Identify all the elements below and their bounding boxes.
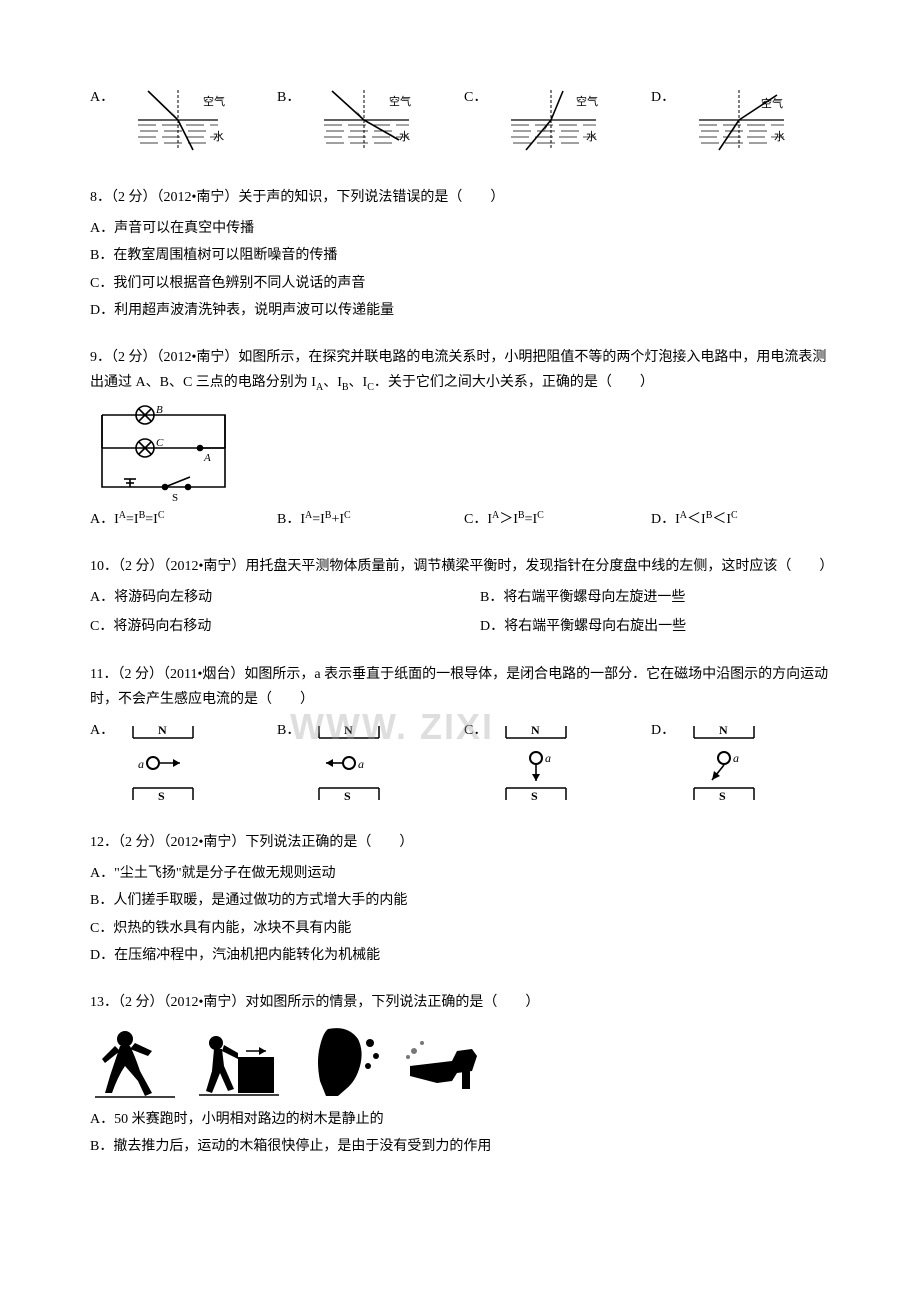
conductor-label-a: a bbox=[545, 751, 551, 765]
magnet-diagram-b: N S a bbox=[304, 718, 394, 808]
question-12: 12．（2 分）（2012•南宁）下列说法正确的是（ ） A．"尘土飞扬"就是分… bbox=[90, 830, 830, 968]
label-air: 空气 bbox=[203, 94, 225, 108]
q11-options-row: A． N S a B． N S bbox=[90, 718, 830, 808]
circuit-label-a: A bbox=[203, 452, 211, 464]
option-letter: D． bbox=[651, 718, 675, 743]
label-water: 水 bbox=[774, 130, 785, 143]
q10-option-d: D．将右端平衡螺母向右旋出一些 bbox=[480, 614, 830, 639]
refraction-diagram-b: 空气 水 bbox=[304, 85, 424, 163]
q10-stem: 10．（2 分）（2012•南宁）用托盘天平测物体质量前，调节横梁平衡时，发现指… bbox=[90, 554, 830, 579]
conductor-label-a: a bbox=[358, 757, 364, 771]
question-8: 8．（2 分）（2012•南宁）关于声的知识，下列说法错误的是（ ） A．声音可… bbox=[90, 185, 830, 323]
circuit-label-b: B bbox=[156, 404, 163, 416]
label-air: 空气 bbox=[761, 96, 783, 110]
question-9: 9．（2 分）（2012•南宁）如图所示，在探究并联电路的电流关系时，小明把阻值… bbox=[90, 345, 830, 532]
magnet-label-s: S bbox=[344, 789, 351, 803]
q13-image-gun bbox=[402, 1021, 492, 1101]
option-letter: B． bbox=[277, 85, 300, 110]
q7-options-row: A． 空气 水 B． bbox=[90, 85, 830, 163]
circuit-label-s: S bbox=[172, 492, 178, 503]
q13-image-row bbox=[90, 1021, 830, 1101]
q9-option-b: B．IA=IB+IC bbox=[277, 507, 456, 532]
q7-option-d: D． 空气 水 bbox=[651, 85, 830, 163]
label-air: 空气 bbox=[576, 94, 598, 108]
q9-option-d: D．IA＜IB＜IC bbox=[651, 507, 830, 532]
q12-option-a: A．"尘土飞扬"就是分子在做无规则运动 bbox=[90, 861, 830, 886]
magnet-diagram-c: N S a bbox=[491, 718, 581, 808]
q8-option-b: B．在教室周围植树可以阻断噪音的传播 bbox=[90, 243, 830, 268]
label-water: 水 bbox=[399, 130, 410, 143]
conductor-label-a: a bbox=[733, 751, 739, 765]
q9-options-row: A．IA=IB=IC B．IA=IB+IC C．IA＞IB=IC D．IA＜IB… bbox=[90, 507, 830, 532]
label-water: 水 bbox=[586, 130, 597, 143]
q11-option-d: D． N S a bbox=[651, 718, 830, 808]
option-letter: A． bbox=[90, 85, 114, 110]
label-water: 水 bbox=[213, 130, 224, 143]
q13-image-push-box bbox=[194, 1021, 284, 1101]
q7-option-b: B． 空气 水 bbox=[277, 85, 456, 163]
magnet-label-n: N bbox=[158, 723, 167, 737]
q13-option-b: B．撤去推力后，运动的木箱很快停止，是由于没有受到力的作用 bbox=[90, 1134, 830, 1159]
magnet-label-n: N bbox=[531, 723, 540, 737]
q13-image-runner bbox=[90, 1021, 180, 1101]
q8-option-d: D．利用超声波清洗钟表，说明声波可以传递能量 bbox=[90, 298, 830, 323]
q8-option-c: C．我们可以根据音色辨别不同人说话的声音 bbox=[90, 271, 830, 296]
label-air: 空气 bbox=[389, 94, 411, 108]
q8-stem: 8．（2 分）（2012•南宁）关于声的知识，下列说法错误的是（ ） bbox=[90, 185, 830, 210]
conductor-label-a: a bbox=[138, 757, 144, 771]
q12-option-d: D．在压缩冲程中，汽油机把内能转化为机械能 bbox=[90, 943, 830, 968]
q12-option-b: B．人们搓手取暖，是通过做功的方式增大手的内能 bbox=[90, 888, 830, 913]
q9-option-c: C．IA＞IB=IC bbox=[464, 507, 643, 532]
refraction-diagram-a: 空气 水 bbox=[118, 85, 238, 163]
refraction-diagram-d: 空气 水 bbox=[679, 85, 799, 163]
magnet-label-n: N bbox=[344, 723, 353, 737]
question-7-options: A． 空气 水 B． bbox=[90, 85, 830, 163]
circuit-diagram: B C A S bbox=[90, 403, 830, 503]
sub-b: B bbox=[342, 382, 349, 393]
q10-option-a: A．将游码向左移动 bbox=[90, 585, 440, 610]
q12-stem: 12．（2 分）（2012•南宁）下列说法正确的是（ ） bbox=[90, 830, 830, 855]
q9-option-a: A．IA=IB=IC bbox=[90, 507, 269, 532]
option-letter: B． bbox=[277, 718, 300, 743]
magnet-diagram-d: N S a bbox=[679, 718, 769, 808]
q9-stem: 9．（2 分）（2012•南宁）如图所示，在探究并联电路的电流关系时，小明把阻值… bbox=[90, 345, 830, 397]
magnet-diagram-a: N S a bbox=[118, 718, 208, 808]
magnet-label-s: S bbox=[531, 789, 538, 803]
option-letter: C． bbox=[464, 718, 487, 743]
question-10: 10．（2 分）（2012•南宁）用托盘天平测物体质量前，调节横梁平衡时，发现指… bbox=[90, 554, 830, 640]
q11-option-a: A． N S a bbox=[90, 718, 269, 808]
q7-option-c: C． 空气 水 bbox=[464, 85, 643, 163]
q13-option-a: A．50 米赛跑时，小明相对路边的树木是静止的 bbox=[90, 1107, 830, 1132]
q11-stem: 11．（2 分）（2011•烟台）如图所示，a 表示垂直于纸面的一根导体，是闭合… bbox=[90, 662, 830, 712]
magnet-label-s: S bbox=[719, 789, 726, 803]
q10-option-c: C．将游码向右移动 bbox=[90, 614, 440, 639]
option-letter: C． bbox=[464, 85, 487, 110]
q11-option-c: C． N S a bbox=[464, 718, 643, 808]
q12-option-c: C．炽热的铁水具有内能，冰块不具有内能 bbox=[90, 916, 830, 941]
magnet-label-s: S bbox=[158, 789, 165, 803]
q13-image-head bbox=[298, 1021, 388, 1101]
q8-option-a: A．声音可以在真空中传播 bbox=[90, 216, 830, 241]
question-11: 11．（2 分）（2011•烟台）如图所示，a 表示垂直于纸面的一根导体，是闭合… bbox=[90, 662, 830, 808]
q9-stem-part2: ．关于它们之间大小关系，正确的是（ ） bbox=[374, 375, 654, 390]
q11-option-b: B． N S a bbox=[277, 718, 456, 808]
q10-option-b: B．将右端平衡螺母向左旋进一些 bbox=[480, 585, 830, 610]
refraction-diagram-c: 空气 水 bbox=[491, 85, 611, 163]
q13-stem: 13．（2 分）（2012•南宁）对如图所示的情景，下列说法正确的是（ ） bbox=[90, 990, 830, 1015]
sub-c: C bbox=[367, 382, 374, 393]
circuit-label-c: C bbox=[156, 437, 164, 449]
q7-option-a: A． 空气 水 bbox=[90, 85, 269, 163]
option-letter: A． bbox=[90, 718, 114, 743]
magnet-label-n: N bbox=[719, 723, 728, 737]
option-letter: D． bbox=[651, 85, 675, 110]
question-13: 13．（2 分）（2012•南宁）对如图所示的情景，下列说法正确的是（ ） bbox=[90, 990, 830, 1160]
